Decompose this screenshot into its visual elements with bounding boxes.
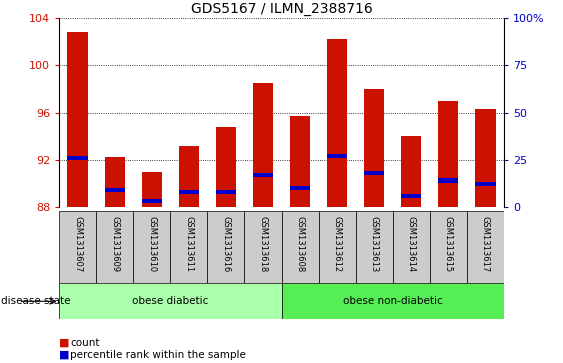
Text: GSM1313611: GSM1313611 (184, 216, 193, 273)
Bar (290, 186, 310, 190)
Bar (364, 89, 385, 207)
Text: obese non-diabetic: obese non-diabetic (343, 296, 443, 306)
Bar (105, 188, 125, 192)
Bar (216, 127, 236, 207)
Text: ■: ■ (59, 350, 70, 360)
Text: disease state: disease state (1, 296, 70, 306)
Bar (282, 283, 504, 319)
Bar (401, 136, 422, 207)
Text: GSM1313614: GSM1313614 (406, 216, 415, 273)
Text: GSM1313613: GSM1313613 (370, 216, 379, 273)
Bar (290, 116, 310, 207)
Bar (467, 211, 504, 283)
Bar (327, 39, 347, 207)
Text: GSM1313617: GSM1313617 (481, 216, 490, 273)
Bar (68, 32, 88, 207)
Text: GSM1313609: GSM1313609 (110, 216, 119, 273)
Bar (171, 211, 207, 283)
Text: ■: ■ (59, 338, 70, 348)
Text: obese diabetic: obese diabetic (132, 296, 208, 306)
Bar (133, 211, 171, 283)
Bar (141, 199, 162, 203)
Text: GSM1313616: GSM1313616 (221, 216, 230, 273)
Bar (59, 211, 96, 283)
Text: GSM1313607: GSM1313607 (73, 216, 82, 273)
Bar (356, 211, 393, 283)
Bar (216, 190, 236, 194)
Text: percentile rank within the sample: percentile rank within the sample (70, 350, 246, 360)
Bar (59, 283, 282, 319)
Text: GSM1313612: GSM1313612 (333, 216, 342, 273)
Bar (244, 211, 282, 283)
Bar (475, 182, 495, 186)
Text: GSM1313615: GSM1313615 (444, 216, 453, 273)
Title: GDS5167 / ILMN_2388716: GDS5167 / ILMN_2388716 (191, 2, 372, 16)
Bar (430, 211, 467, 283)
Bar (438, 179, 458, 183)
Text: count: count (70, 338, 100, 348)
Bar (253, 173, 273, 177)
Bar (327, 154, 347, 158)
Text: GSM1313610: GSM1313610 (148, 216, 157, 273)
Bar (401, 193, 422, 197)
Bar (96, 211, 133, 283)
Bar (105, 157, 125, 207)
Bar (141, 171, 162, 207)
Bar (178, 190, 199, 194)
Bar (319, 211, 356, 283)
Bar (364, 171, 385, 175)
Bar (393, 211, 430, 283)
Bar (207, 211, 244, 283)
Text: GSM1313618: GSM1313618 (258, 216, 267, 273)
Bar (475, 109, 495, 207)
Bar (178, 146, 199, 207)
Text: GSM1313608: GSM1313608 (296, 216, 305, 273)
Bar (438, 101, 458, 207)
Bar (282, 211, 319, 283)
Bar (68, 156, 88, 160)
Bar (253, 83, 273, 207)
